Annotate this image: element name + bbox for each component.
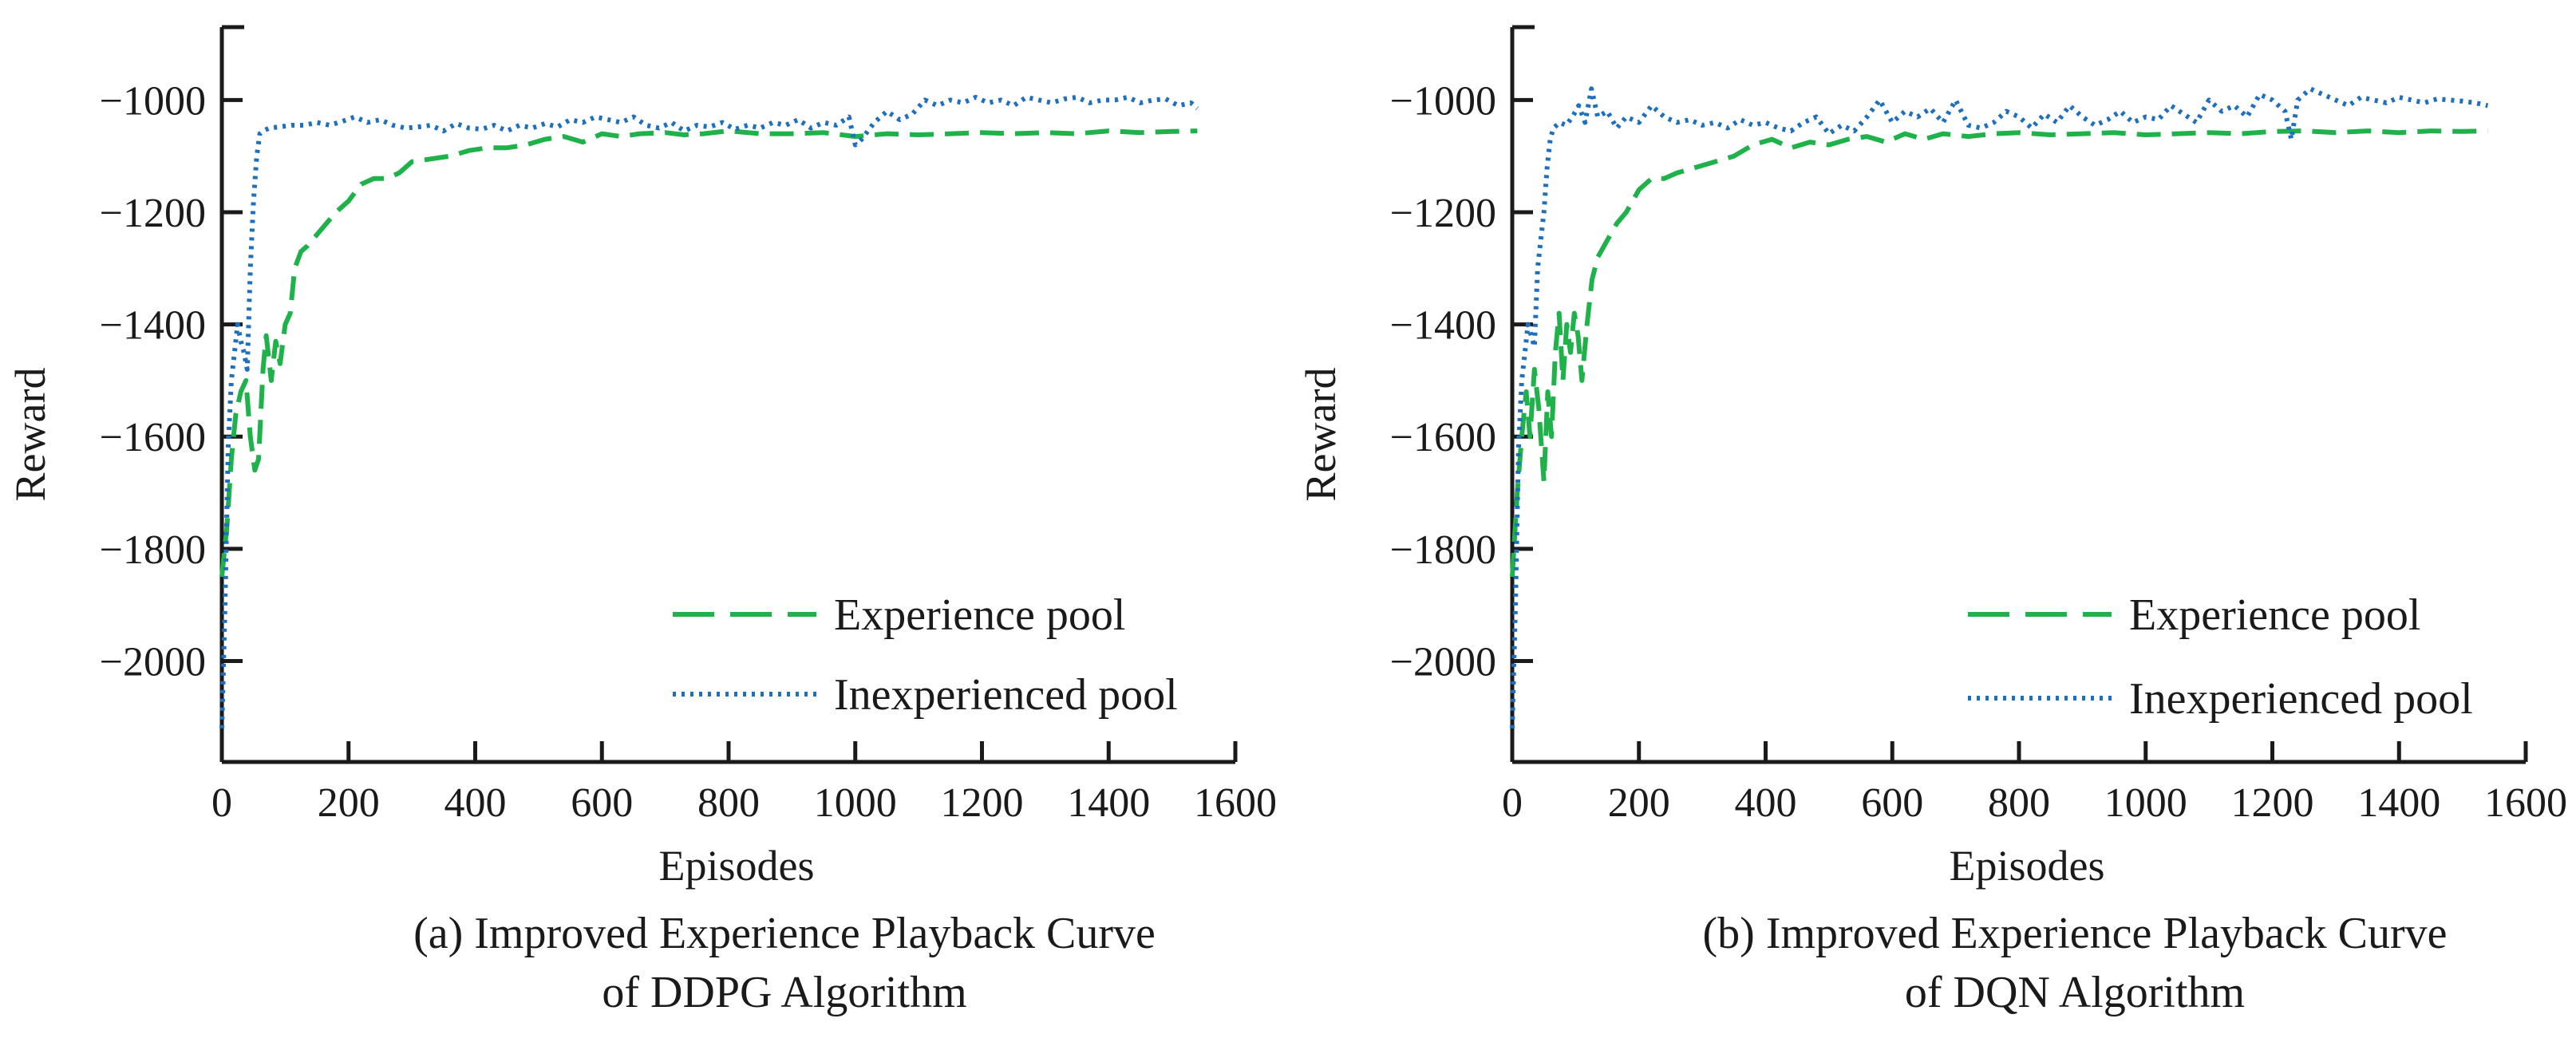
- legend-label-experience-pool: Experience pool: [834, 590, 1125, 640]
- x-tick-label: 1200: [2231, 780, 2314, 826]
- legend-label-experience-pool: Experience pool: [2129, 590, 2420, 640]
- caption-line-1: (a) Improved Experience Playback Curve: [413, 909, 1156, 958]
- x-tick-label: 1400: [2357, 780, 2440, 826]
- y-tick-label: −1400: [1390, 303, 1496, 349]
- series-line-experience-pool: [219, 128, 1198, 578]
- x-tick-label: 200: [1608, 780, 1670, 826]
- panel-a: −2000 −1800 −1600 −1400 −1200 −1000 0 200 400 600…: [6, 25, 1277, 1017]
- y-axis-title: Reward: [6, 368, 54, 502]
- x-axis-title: Episodes: [659, 842, 815, 890]
- y-tick-label: −1800: [1390, 527, 1496, 573]
- y-tick-label: −1200: [1390, 191, 1496, 236]
- x-tick-label: 400: [444, 780, 507, 826]
- y-tick-label: −1600: [100, 415, 206, 460]
- x-tick-label: 1400: [1067, 780, 1150, 826]
- x-tick-label: 1000: [814, 780, 897, 826]
- series-line-experience-pool: [1510, 128, 2488, 578]
- x-tick-label: 200: [318, 780, 380, 826]
- x-tick-label: 600: [571, 780, 633, 826]
- y-tick-label: −1000: [100, 78, 206, 124]
- x-tick-label: 600: [1861, 780, 1923, 826]
- y-tick-label: −1400: [100, 303, 206, 349]
- x-tick-label: 1000: [2104, 780, 2187, 826]
- y-tick-label: −2000: [1390, 639, 1496, 685]
- y-tick-label: −1800: [100, 527, 206, 573]
- y-tick-label: −1200: [100, 191, 206, 236]
- series-line-inexperienced-pool: [219, 94, 1199, 728]
- panel-b: −2000 −1800 −1600 −1400 −1200 −1000 0 200 400 600…: [1297, 25, 2567, 1017]
- x-tick-label: 0: [1502, 780, 1523, 826]
- y-tick-label: −1000: [1390, 78, 1496, 124]
- legend-label-inexperienced-pool: Inexperienced pool: [2129, 674, 2473, 724]
- x-tick-label: 1600: [2484, 780, 2567, 826]
- caption-line-2: of DDPG Algorithm: [602, 968, 966, 1017]
- y-tick-label: −2000: [100, 639, 206, 685]
- x-tick-label: 800: [697, 780, 760, 826]
- caption-line-1: (b) Improved Experience Playback Curve: [1703, 909, 2448, 958]
- x-tick-label: 800: [1988, 780, 2050, 826]
- x-tick-label: 1600: [1194, 780, 1277, 826]
- series-line-inexperienced-pool: [1510, 86, 2489, 728]
- x-tick-label: 1200: [941, 780, 1024, 826]
- x-axis-title: Episodes: [1950, 842, 2105, 890]
- y-axis-title: Reward: [1297, 368, 1345, 502]
- legend-label-inexperienced-pool: Inexperienced pool: [834, 670, 1178, 720]
- caption-line-2: of DQN Algorithm: [1905, 968, 2245, 1017]
- x-tick-label: 400: [1735, 780, 1797, 826]
- x-tick-label: 0: [211, 780, 232, 826]
- y-tick-label: −1600: [1390, 415, 1496, 460]
